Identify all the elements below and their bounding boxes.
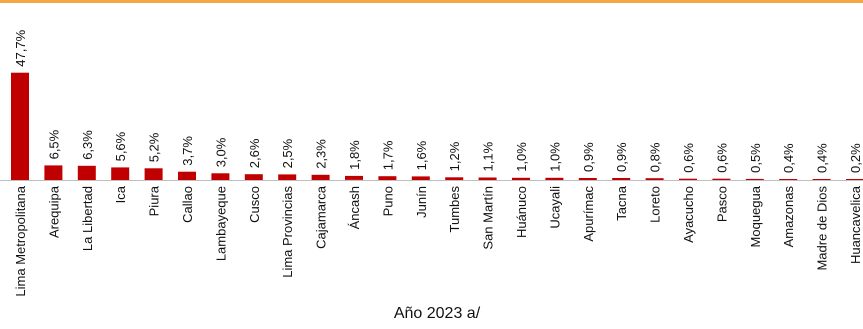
bar-20 [679, 178, 697, 180]
data-label-5: 3,7% [180, 136, 195, 166]
bar-7 [244, 174, 263, 181]
x-tick-label-17: Apurímac [581, 186, 596, 242]
data-label-15: 1,0% [514, 142, 529, 172]
data-label-24: 0,4% [815, 143, 830, 173]
bar-18 [612, 178, 631, 180]
bar-16 [545, 177, 564, 181]
data-labels-group: 47,7% 6,5% 6,3% 5,6% 5,2% 3,7% 3,0% 2,6% 2,5% 2,3… [13, 29, 863, 173]
data-label-16: 1,0% [547, 142, 562, 172]
x-tick-labels-group: Lima Metropolitana Arequipa La Libertad Ica… [13, 185, 863, 296]
data-label-7: 2,6% [247, 138, 262, 168]
x-tick-label-12: Junín [414, 186, 429, 218]
data-label-18: 0,9% [614, 142, 629, 172]
x-tick-label-1: Arequipa [46, 185, 61, 238]
data-label-13: 1,2% [447, 141, 462, 171]
x-tick-label-6: Lambayeque [213, 186, 228, 261]
x-tick-label-9: Cajamarca [314, 185, 329, 249]
x-tick-label-10: Áncash [347, 186, 362, 229]
bar-24 [812, 179, 831, 180]
data-label-0: 47,7% [13, 29, 28, 66]
bar-6 [211, 173, 230, 181]
bar-25 [846, 179, 863, 180]
x-tick-label-4: Piura [147, 185, 162, 216]
bar-22 [745, 178, 764, 180]
bar-1 [44, 165, 63, 180]
x-tick-label-24: Madre de Dios [815, 186, 830, 271]
bar-10 [345, 175, 363, 180]
bar-2 [77, 165, 96, 180]
bar-5 [178, 171, 196, 180]
bars-group [11, 72, 863, 181]
bar-3 [111, 167, 130, 180]
data-label-3: 5,6% [113, 131, 128, 161]
bar-8 [278, 174, 297, 180]
bar-12 [411, 176, 430, 180]
x-tick-label-0: Lima Metropolitana [13, 185, 28, 296]
x-tick-label-8: Lima Provincias [280, 186, 295, 278]
bar-11 [378, 176, 397, 180]
data-label-2: 6,3% [80, 130, 95, 160]
x-tick-label-13: Tumbes [447, 186, 462, 233]
bar-15 [512, 177, 530, 181]
data-label-4: 5,2% [147, 132, 162, 162]
data-label-20: 0,6% [681, 143, 696, 173]
x-tick-label-11: Puno [380, 186, 395, 216]
x-tick-label-16: Ucayali [547, 186, 562, 229]
data-label-6: 3,0% [213, 137, 228, 167]
data-label-1: 6,5% [46, 129, 61, 159]
bar-4 [144, 168, 163, 180]
data-label-9: 2,3% [314, 139, 329, 169]
data-label-19: 0,8% [648, 142, 663, 172]
data-label-17: 0,9% [581, 142, 596, 172]
x-tick-label-25: Huancavelica [848, 185, 863, 264]
x-tick-label-18: Tacna [614, 185, 629, 220]
x-tick-label-19: Loreto [648, 186, 663, 223]
data-label-25: 0,2% [848, 143, 863, 173]
data-label-14: 1,1% [481, 141, 496, 171]
x-tick-label-5: Callao [180, 186, 195, 223]
x-tick-label-21: Pasco [714, 186, 729, 222]
bar-19 [645, 178, 664, 180]
x-tick-label-23: Amazonas [781, 186, 796, 248]
x-tick-label-2: La Libertad [80, 186, 95, 251]
data-label-10: 1,8% [347, 140, 362, 170]
x-tick-label-7: Cusco [247, 186, 262, 223]
top-accent-rule [0, 0, 863, 3]
x-tick-label-20: Ayacucho [681, 186, 696, 243]
bar-21 [712, 178, 731, 180]
bar-14 [478, 177, 497, 180]
bar-23 [779, 179, 798, 180]
data-label-22: 0,5% [748, 143, 763, 173]
bar-9 [311, 174, 330, 180]
x-tick-label-22: Moquegua [748, 185, 763, 247]
x-tick-label-14: San Martín [481, 186, 496, 250]
x-axis-label: Año 2023 a/ [394, 305, 481, 322]
data-label-23: 0,4% [781, 143, 796, 173]
x-tick-label-15: Huánuco [514, 186, 529, 238]
data-label-8: 2,5% [280, 138, 295, 168]
data-label-11: 1,7% [380, 140, 395, 170]
data-label-21: 0,6% [714, 143, 729, 173]
bar-0 [11, 72, 29, 180]
data-label-12: 1,6% [414, 140, 429, 170]
bar-13 [445, 177, 464, 180]
x-tick-label-3: Ica [113, 185, 128, 203]
bar-17 [578, 178, 597, 180]
